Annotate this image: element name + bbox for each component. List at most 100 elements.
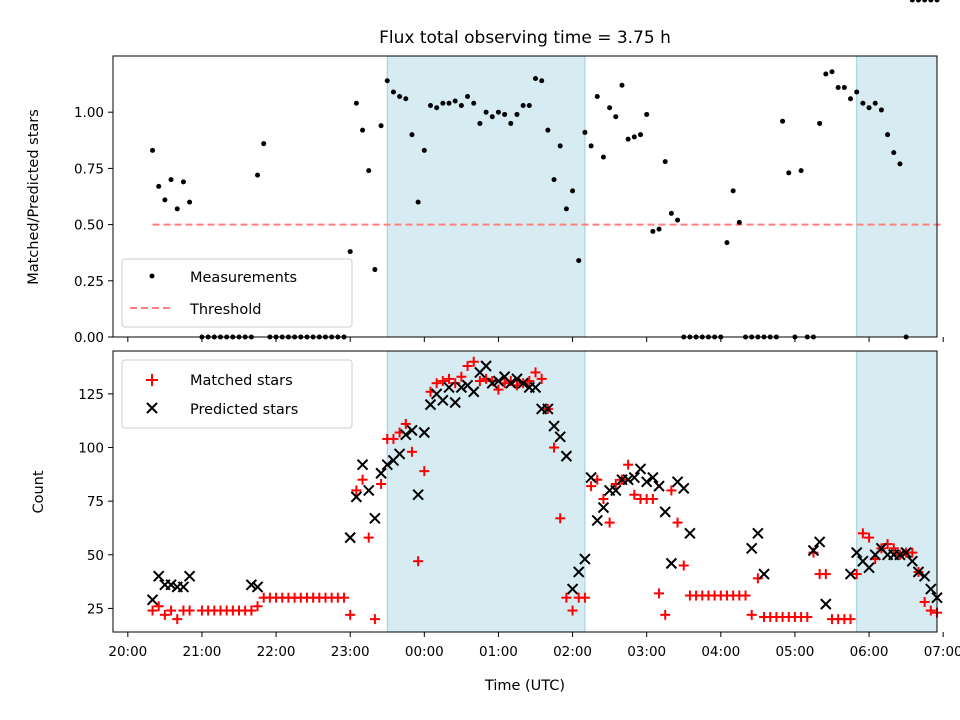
predicted-star-point: [850, 546, 863, 559]
measurement-point: [533, 75, 539, 81]
measurement-point: [162, 197, 168, 203]
x-tick-label: 22:00: [257, 644, 296, 660]
matched-star-point: [864, 532, 875, 543]
measurement-point: [656, 226, 662, 232]
matched-star-point: [925, 605, 936, 616]
matched-star-point: [851, 569, 862, 580]
matched-star-point: [586, 481, 597, 492]
predicted-star-point: [752, 527, 764, 540]
matched-star-point: [654, 588, 665, 599]
y-tick-label: 0.00: [74, 330, 104, 346]
x-tick-label: 04:00: [701, 644, 740, 660]
measurement-point: [798, 168, 804, 174]
matched-star-point: [567, 605, 578, 616]
predicted-star-point: [820, 598, 832, 610]
y-tick-label: 1.00: [74, 105, 104, 121]
predicted-star-point: [406, 424, 418, 437]
bottom-plot-frame: [112, 350, 938, 633]
matched-star-point: [172, 614, 183, 625]
x-tick-label: 23:00: [331, 644, 370, 660]
x-tick-label: 00:00: [405, 644, 444, 660]
predicted-star-point: [554, 431, 566, 443]
predicted-star-point: [579, 553, 591, 565]
matched-star-point: [450, 378, 461, 389]
predicted-star-point: [468, 386, 480, 398]
measurement-point: [384, 78, 390, 84]
measurement-point: [347, 249, 353, 255]
top-y-axis-label: Matched/Predicted stars: [26, 109, 42, 285]
measurement-point: [489, 114, 495, 120]
predicted-star-point: [344, 531, 356, 544]
matched-star-point: [660, 609, 671, 620]
measurement-point: [582, 129, 588, 135]
matched-star-point: [419, 466, 430, 477]
measurement-point: [495, 109, 501, 115]
shaded-span: [856, 55, 938, 338]
matched-star-point: [166, 605, 177, 616]
measurement-point: [594, 93, 600, 99]
bottom-y-axis-label: Count: [31, 470, 47, 513]
x-tick-label: 05:00: [775, 644, 814, 660]
measurement-point: [730, 188, 736, 194]
matched-star-point: [363, 532, 374, 543]
measurement-point: [415, 199, 421, 205]
measurement-point: [477, 120, 483, 126]
measurement-point: [366, 168, 372, 174]
matched-star-point: [369, 614, 380, 625]
measurement-point: [829, 69, 835, 75]
predicted-star-point: [356, 458, 369, 471]
top-legend: Measurements Threshold: [121, 258, 353, 328]
measurement-point: [446, 100, 452, 106]
predicted-star-point: [659, 506, 671, 518]
matched-star-point: [555, 513, 566, 524]
measurement-point: [662, 159, 668, 165]
bottom-panel: 25 50 75 100 125 20:00 21:00 22:00 23:00 00:00 01…: [31, 350, 960, 694]
predicted-star-point: [350, 491, 363, 503]
legend-matched-label: Matched stars: [190, 373, 293, 389]
predicted-star-point: [566, 583, 579, 595]
y-tick-label: 0.50: [74, 218, 104, 234]
x-axis-label: Time (UTC): [484, 678, 565, 694]
measurement-point: [891, 150, 897, 156]
matched-star-point: [678, 560, 689, 571]
predicted-star-point: [412, 489, 424, 501]
matched-star-point: [802, 611, 813, 622]
matched-star-point: [919, 596, 930, 607]
predicted-star-point: [455, 381, 468, 394]
legend-matched-marker: [146, 374, 158, 386]
measurement-point: [514, 111, 520, 117]
matched-star-point: [159, 609, 170, 620]
measurement-point: [520, 102, 526, 108]
predicted-star-point: [684, 527, 696, 540]
matched-star-point: [351, 485, 362, 496]
y-tick-label: 0.75: [74, 161, 104, 177]
matched-star-point: [493, 384, 504, 395]
measurement-point: [261, 141, 267, 147]
measurement-point: [378, 123, 384, 129]
predicted-star-point: [505, 377, 517, 389]
y-tick-label: 100: [78, 441, 104, 457]
measurement-point: [625, 136, 631, 142]
matched-star-point: [579, 592, 590, 603]
measurement-point: [631, 134, 637, 140]
matched-star-point: [561, 592, 572, 603]
predicted-star-point: [622, 473, 634, 486]
measurement-point: [421, 147, 427, 153]
measurement-point: [786, 170, 792, 176]
measurement-point: [878, 107, 884, 113]
predicted-star-point: [437, 394, 449, 407]
predicted-star-point: [665, 557, 678, 570]
measurement-point: [526, 102, 532, 108]
matched-star-point: [604, 517, 615, 528]
measurement-point: [860, 100, 866, 106]
predicted-star-point: [900, 546, 912, 559]
predicted-star-point: [153, 570, 165, 582]
predicted-star-point: [165, 579, 177, 591]
predicted-star-point: [517, 377, 529, 389]
measurement-point: [168, 177, 174, 183]
measurement-point: [390, 89, 396, 95]
matched-star-point: [406, 446, 417, 457]
measurement-point: [563, 206, 569, 212]
predicted-star-point: [529, 381, 542, 394]
